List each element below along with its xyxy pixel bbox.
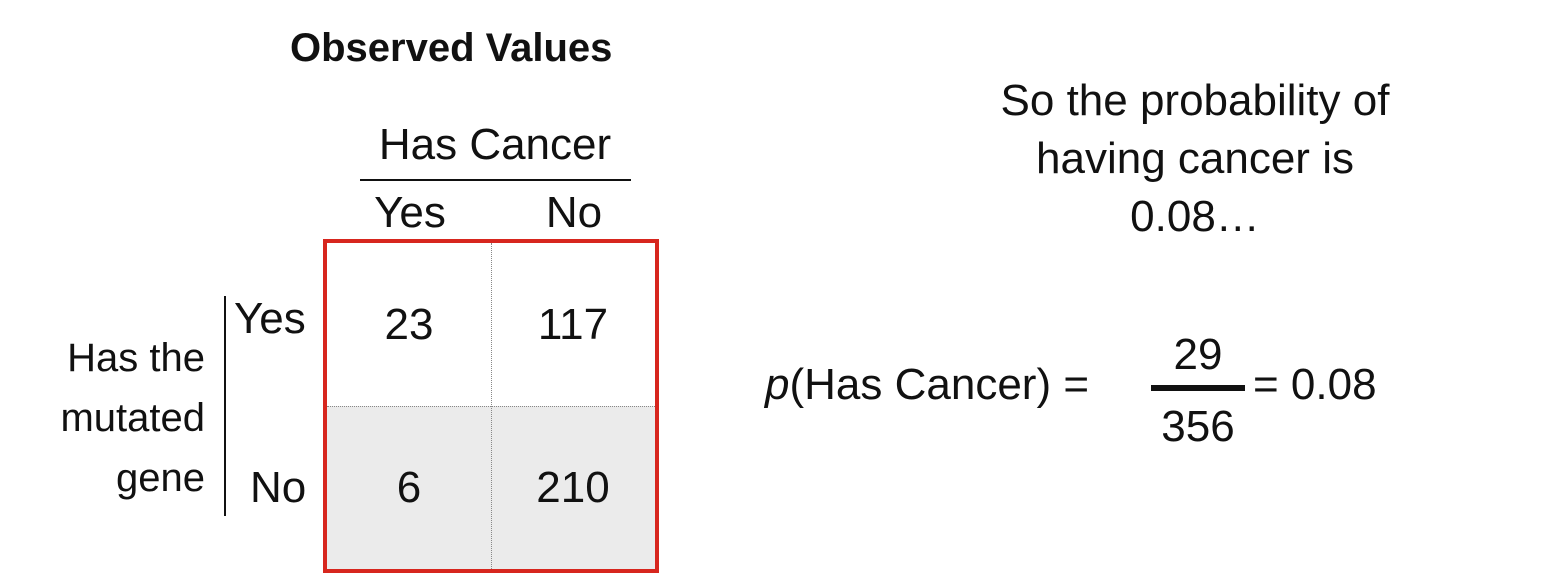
cell-yes-no: 117 bbox=[491, 243, 655, 406]
row-label-no: No bbox=[250, 463, 307, 512]
row-header-rule bbox=[224, 296, 226, 516]
row-header-line: Has the bbox=[67, 336, 205, 380]
row-header-line: gene bbox=[116, 456, 205, 500]
cell-yes-yes: 23 bbox=[327, 243, 491, 406]
formula-lhs-text: (Has Cancer) = bbox=[789, 360, 1090, 409]
formula-numerator: 29 bbox=[1173, 330, 1223, 379]
cell-no-no: 210 bbox=[491, 406, 655, 569]
explanation-text: So the probability of having cancer is 0… bbox=[920, 72, 1470, 246]
column-header: Has Cancer bbox=[378, 120, 612, 169]
row-label-yes: Yes bbox=[234, 294, 306, 343]
row-header: Has the mutated gene bbox=[0, 328, 205, 508]
column-label-no: No bbox=[545, 188, 603, 237]
formula-result: = 0.08 bbox=[1253, 360, 1377, 409]
cell-no-yes: 6 bbox=[327, 406, 491, 569]
column-label-yes: Yes bbox=[374, 188, 446, 237]
explanation-line: 0.08… bbox=[1130, 192, 1260, 241]
highlight-frame bbox=[323, 239, 659, 573]
grid-horizontal-divider bbox=[327, 406, 655, 407]
page-title: Observed Values bbox=[290, 26, 613, 70]
formula-lhs: p(Has Cancer) = bbox=[765, 360, 1089, 410]
formula-p-symbol: p bbox=[765, 360, 790, 409]
explanation-line: having cancer is bbox=[1036, 134, 1354, 183]
explanation-line: So the probability of bbox=[1000, 76, 1390, 125]
row-header-line: mutated bbox=[60, 396, 205, 440]
fraction-bar bbox=[1151, 385, 1245, 391]
formula-denominator: 356 bbox=[1161, 402, 1235, 451]
observed-values-grid: 23 117 6 210 bbox=[323, 239, 659, 573]
column-header-rule bbox=[360, 179, 631, 181]
